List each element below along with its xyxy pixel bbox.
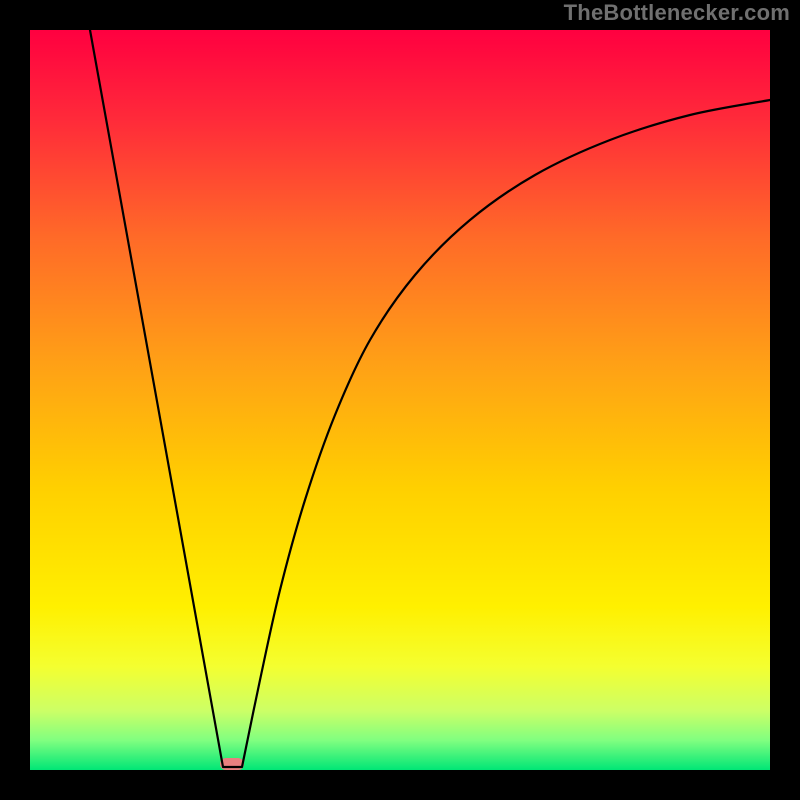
chart-svg [0, 0, 800, 800]
watermark-text: TheBottlenecker.com [564, 0, 790, 26]
plot-background [30, 30, 770, 770]
vertex-marker [220, 758, 244, 770]
chart-container: TheBottlenecker.com [0, 0, 800, 800]
